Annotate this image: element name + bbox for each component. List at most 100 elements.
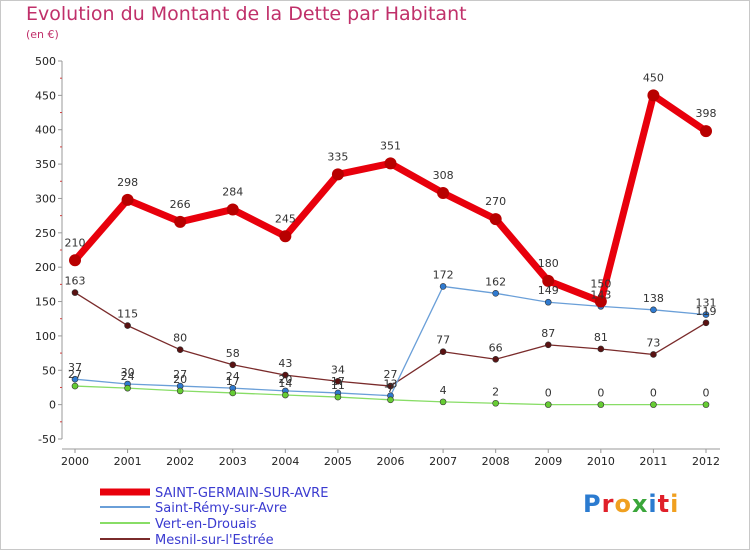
x-tick-label: 2007 <box>429 455 457 468</box>
data-label: 14 <box>278 377 292 390</box>
data-point <box>176 387 184 395</box>
logo-letter: P <box>583 490 602 518</box>
logo-letter: t <box>657 490 671 518</box>
data-label: 77 <box>436 334 450 347</box>
data-label: 150 <box>590 278 611 291</box>
data-label: 149 <box>538 284 559 297</box>
data-point <box>384 157 397 170</box>
data-label: 0 <box>597 387 604 400</box>
proxiti-logo: Proxiti <box>583 490 679 518</box>
chart-title: Evolution du Montant de la Dette par Hab… <box>26 3 467 25</box>
y-tick-label: 150 <box>35 296 56 309</box>
data-point <box>71 289 79 296</box>
x-tick-label: 2009 <box>534 455 562 468</box>
data-point <box>650 401 657 408</box>
data-point <box>331 168 344 181</box>
data-point <box>492 289 499 297</box>
y-tick-label: 500 <box>35 55 56 68</box>
legend-label: SAINT-GERMAIN-SUR-AVRE <box>155 486 328 501</box>
data-label: 266 <box>170 198 191 211</box>
y-tick-label: 450 <box>35 89 56 102</box>
data-label: 24 <box>121 370 135 383</box>
data-point <box>647 89 660 102</box>
chart-subtitle: (en €) <box>26 28 59 41</box>
data-label: 4 <box>440 384 447 397</box>
data-label: 398 <box>696 107 717 120</box>
data-point <box>226 203 239 216</box>
data-label: 143 <box>590 288 611 301</box>
data-point <box>282 371 289 379</box>
chart-legend: SAINT-GERMAIN-SUR-AVRESaint-Rémy-sur-Avr… <box>100 486 328 548</box>
data-label: 0 <box>545 387 552 400</box>
data-point <box>492 399 499 407</box>
data-point <box>492 355 499 363</box>
data-label: 27 <box>68 368 82 381</box>
data-point <box>489 213 502 226</box>
data-point <box>71 375 79 383</box>
data-label: 27 <box>173 368 187 381</box>
data-point <box>229 361 237 369</box>
x-tick-label: 2003 <box>219 455 247 468</box>
data-point <box>597 401 605 408</box>
x-tick-label: 2008 <box>482 455 510 468</box>
data-label: 172 <box>433 268 454 281</box>
data-label: 7 <box>387 382 394 395</box>
data-label: 138 <box>643 292 664 305</box>
data-label: 2 <box>492 385 499 398</box>
logo-letter: o <box>614 490 632 518</box>
data-label: 298 <box>117 176 138 189</box>
data-label: 245 <box>275 212 296 225</box>
data-label: 66 <box>489 341 503 354</box>
data-label: 37 <box>68 361 82 374</box>
data-point <box>121 193 134 206</box>
data-point <box>702 319 710 327</box>
data-label: 81 <box>594 331 608 344</box>
data-label: 450 <box>643 71 664 84</box>
data-label: 180 <box>538 257 559 270</box>
y-tick-label: 0 <box>49 399 56 412</box>
data-label: 131 <box>696 297 717 310</box>
data-label: 58 <box>226 347 240 360</box>
data-label: 0 <box>703 387 710 400</box>
data-label: 115 <box>117 308 138 321</box>
x-tick-label: 2012 <box>692 455 720 468</box>
legend-label: Vert-en-Drouais <box>155 517 257 532</box>
chart-data-labels: 2102982662842453353513082701801504503983… <box>65 71 717 399</box>
x-tick-label: 2010 <box>587 455 615 468</box>
data-label: 87 <box>541 327 555 340</box>
data-label: 11 <box>331 379 345 392</box>
logo-letter: i <box>670 490 680 518</box>
x-tick-label: 2004 <box>271 455 299 468</box>
data-point <box>700 125 712 138</box>
data-label: 43 <box>278 357 292 370</box>
data-point <box>439 398 447 406</box>
data-point <box>650 351 657 358</box>
data-label: 17 <box>331 375 345 388</box>
data-label: 30 <box>121 366 135 379</box>
x-tick-label: 2006 <box>377 455 405 468</box>
data-point <box>702 401 710 408</box>
data-point <box>544 298 552 306</box>
data-label: 270 <box>485 195 506 208</box>
data-label: 27 <box>384 368 398 381</box>
data-point <box>229 389 237 397</box>
x-tick-label: 2002 <box>166 455 194 468</box>
data-point <box>176 346 184 353</box>
data-point <box>439 283 447 290</box>
logo-letter: r <box>601 490 615 518</box>
data-label: 20 <box>278 373 292 386</box>
data-label: 162 <box>485 275 506 288</box>
logo-letter: x <box>631 490 649 518</box>
data-point <box>597 345 605 353</box>
y-tick-label: 50 <box>42 364 56 377</box>
data-point <box>439 348 447 356</box>
data-point <box>544 341 552 349</box>
data-label: 17 <box>226 375 240 388</box>
x-tick-label: 2001 <box>114 455 142 468</box>
legend-label: Mesnil-sur-l'Estrée <box>155 533 274 548</box>
data-label: 13 <box>384 378 398 391</box>
data-point <box>650 306 657 314</box>
x-tick-label: 2005 <box>324 455 352 468</box>
